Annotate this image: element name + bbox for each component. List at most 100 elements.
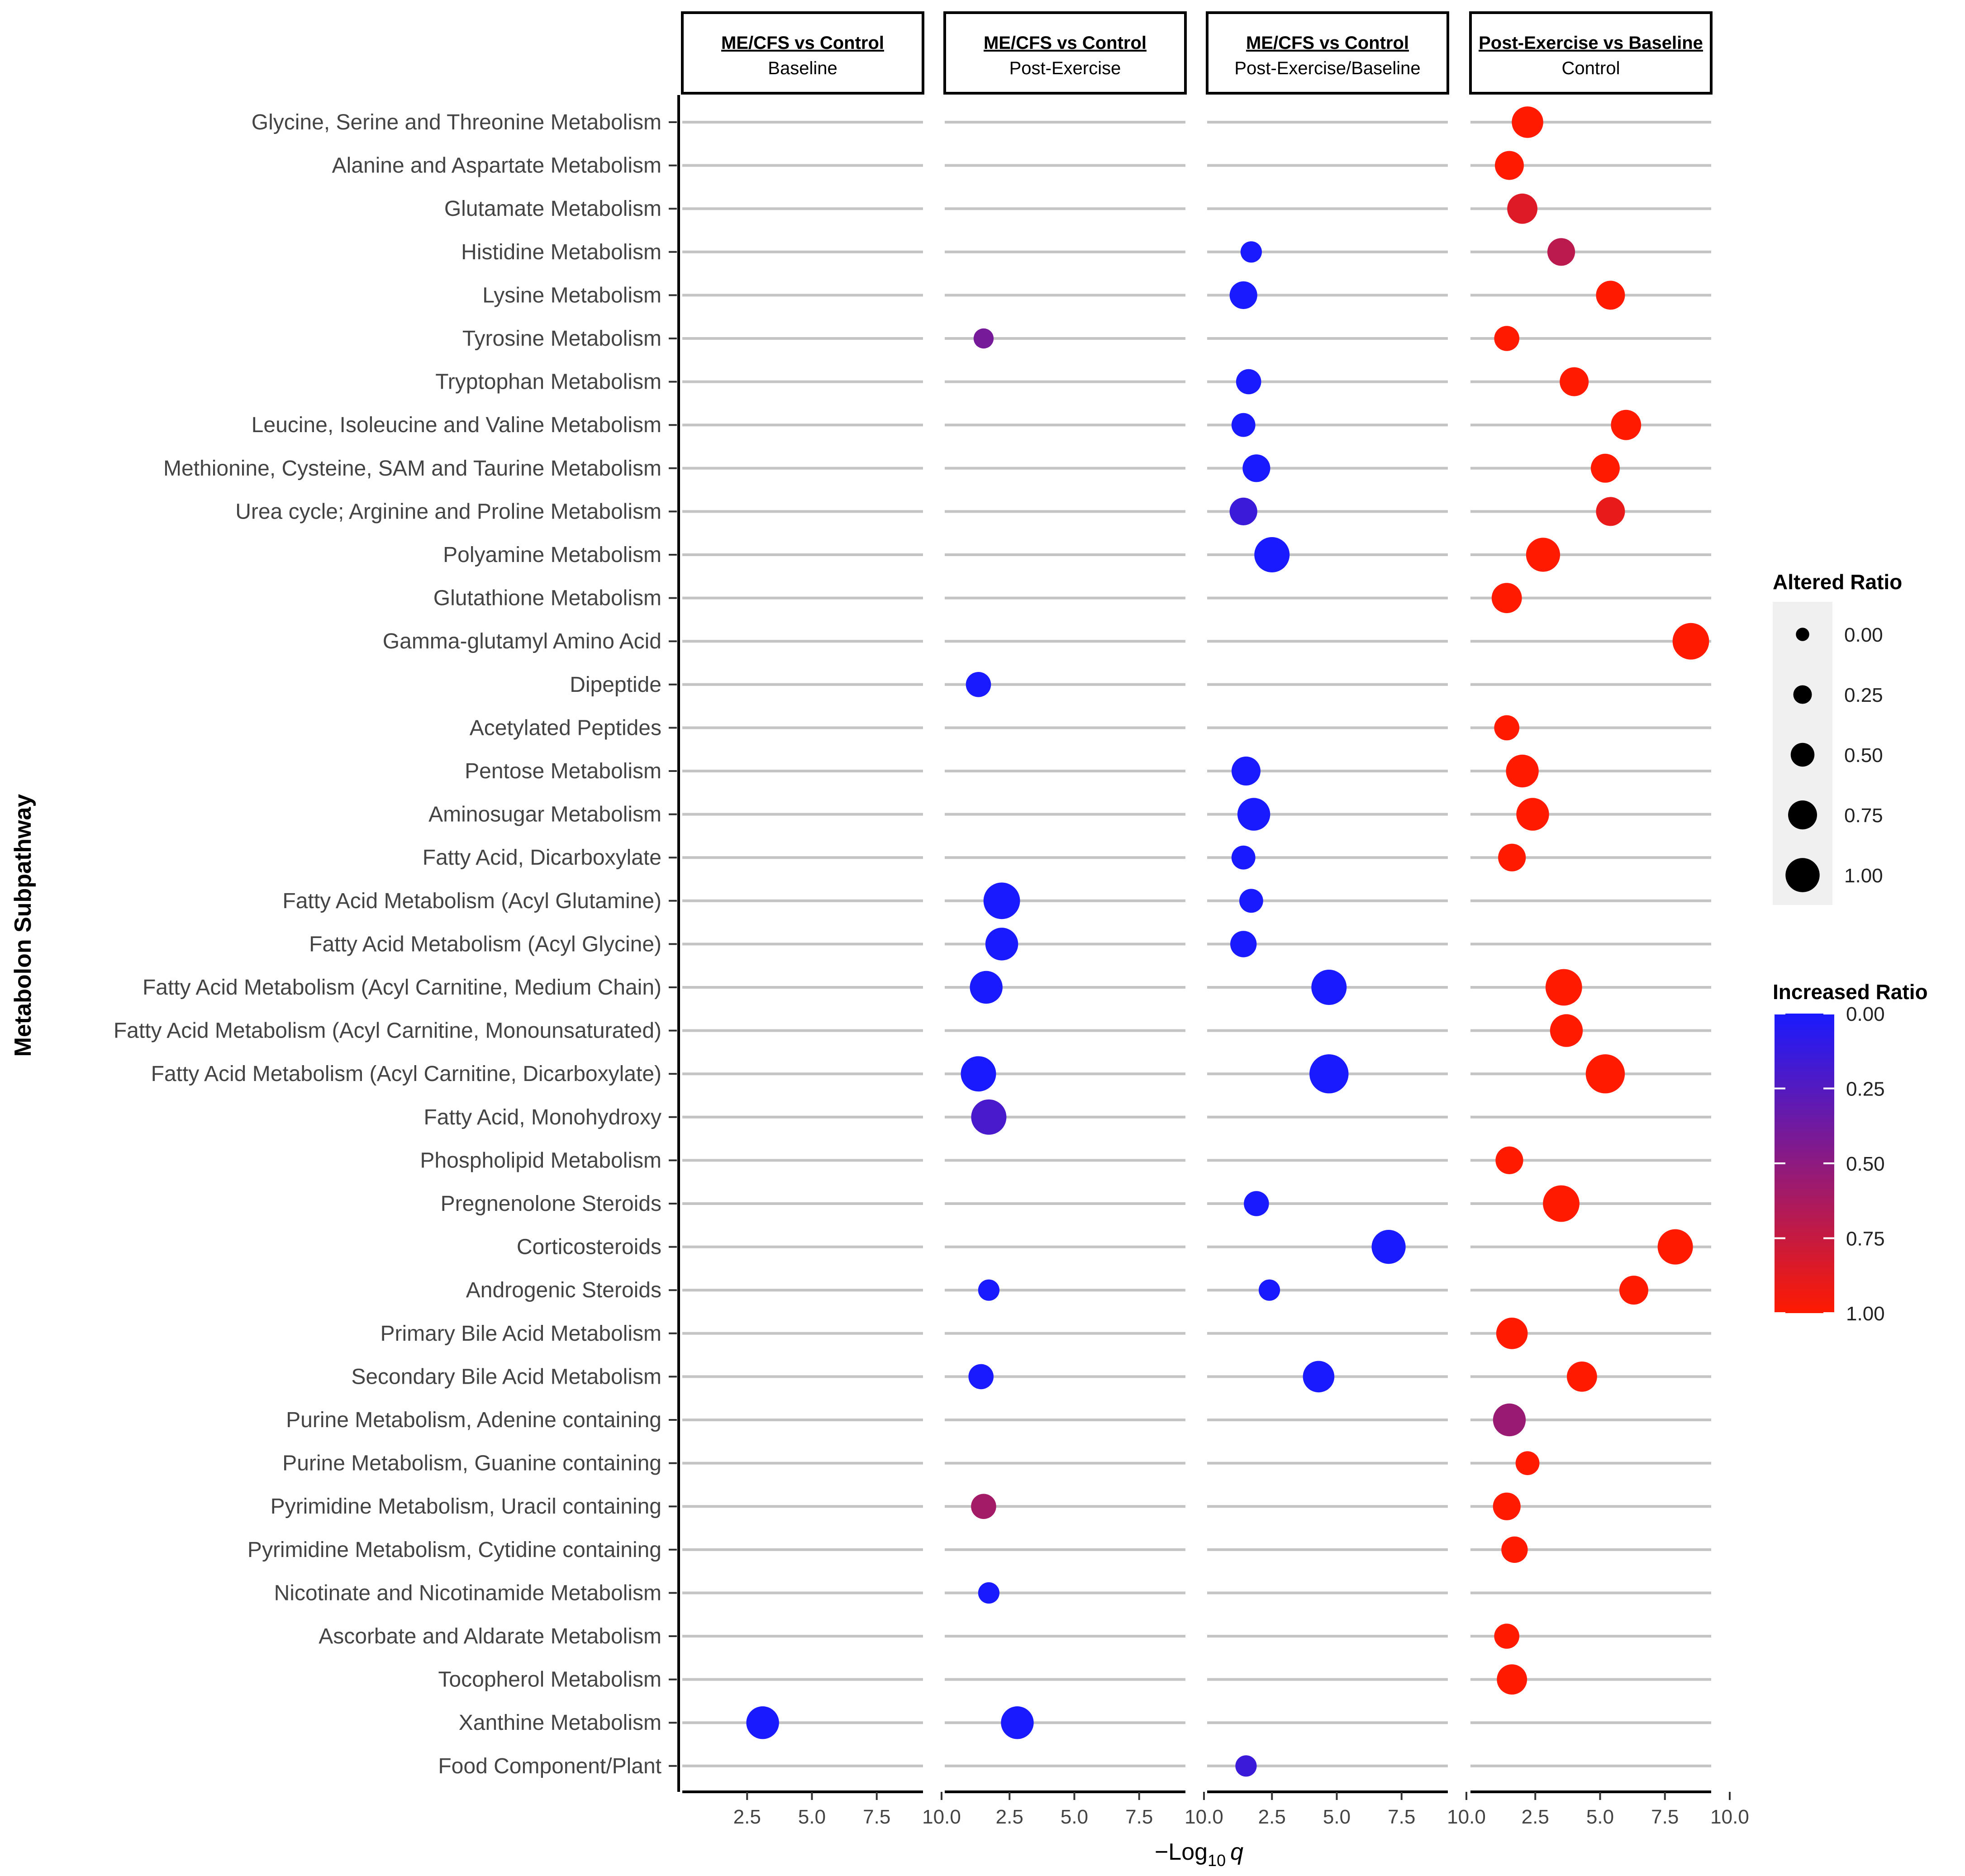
data-point [1545,969,1582,1006]
data-point [746,1706,779,1739]
legend-color-label: 0.75 [1846,1228,1885,1250]
legend-altered-ratio: Altered Ratio 0.00 0.25 0.50 0.75 1.00 [1773,570,1902,905]
y-tick-label: Pregnenolone Steroids [441,1192,661,1216]
data-point [1236,369,1261,395]
y-tick-label: Dipeptide [570,673,661,697]
legend-color-label: 0.00 [1846,1003,1885,1025]
data-point [1497,1664,1527,1695]
data-point [971,1099,1007,1135]
y-tick-label: Purine Metabolism, Adenine containing [286,1408,661,1432]
data-point [1494,715,1520,741]
x-tick-label: 2.5 [733,1806,761,1828]
y-tick-label: Nicotinate and Nicotinamide Metabolism [274,1581,661,1605]
facet-strip-subtitle: Post-Exercise/Baseline [1234,58,1420,78]
data-point [1547,238,1575,266]
data-point [1229,497,1257,525]
data-point [1311,970,1347,1005]
data-point [1230,931,1257,957]
data-point [1585,1054,1625,1094]
y-tick-label: Fatty Acid Metabolism (Acyl Carnitine, M… [114,1019,661,1043]
data-point [985,928,1018,961]
y-tick-label: Urea cycle; Arginine and Proline Metabol… [235,500,661,524]
facet-strips: ME/CFS vs Control Baseline ME/CFS vs Contr… [681,11,1713,95]
data-point [1506,754,1539,788]
data-point [1596,281,1625,310]
data-point [1239,889,1263,913]
facet-strip-subtitle: Control [1562,58,1620,78]
legend-size-label: 0.00 [1844,624,1883,646]
data-point [1244,1191,1269,1216]
data-point [1231,845,1256,870]
y-tick-label: Glutathione Metabolism [433,586,661,610]
facet-axes: 2.5 5.0 7.5 10.0 2.5 5.0 7.5 10.0 2.5 5.0 7.5 10.0 2… [677,95,1749,1828]
data-point [1371,1230,1406,1264]
y-tick-label: Fatty Acid, Monohydroxy [423,1105,661,1129]
y-tick-label: Pyrimidine Metabolism, Cytidine containi… [247,1538,661,1562]
data-point [978,1582,1000,1604]
x-axis-title: −Log10 q [1155,1839,1243,1870]
data-point [1229,281,1257,309]
legend-color-label: 1.00 [1846,1303,1885,1325]
data-point [961,1056,996,1092]
data-point [1231,757,1261,786]
y-tick-label: Aminosugar Metabolism [428,803,661,827]
y-tick-label: Tyrosine Metabolism [462,327,661,351]
x-axis-title-variable: q [1230,1839,1243,1865]
data-point [1611,409,1641,440]
data-point [1240,241,1262,263]
x-axis-title-subscript: 10 [1208,1851,1226,1870]
data-point [1507,193,1538,224]
data-point [1493,1403,1526,1437]
x-tick-label: 5.0 [1323,1806,1351,1828]
data-point [978,1279,1000,1301]
y-tick-label: Primary Bile Acid Metabolism [380,1322,661,1346]
data-points [746,106,1709,1777]
data-point [971,1494,996,1519]
data-point [968,1364,994,1390]
data-point [1560,367,1589,396]
legend-size-label: 0.50 [1844,744,1883,767]
legend-size-swatch [1790,743,1815,767]
data-point [1258,1279,1280,1301]
y-tick-label: Secondary Bile Acid Metabolism [351,1365,661,1389]
data-point [1231,413,1256,437]
y-tick-label: Purine Metabolism, Guanine containing [282,1452,661,1476]
data-point [1657,1229,1693,1265]
y-tick-label: Fatty Acid Metabolism (Acyl Glycine) [309,932,661,956]
y-tick-label: Glycine, Serine and Threonine Metabolism [252,110,661,134]
x-tick-label: 7.5 [1125,1806,1153,1828]
legend-size-label: 0.25 [1844,684,1883,706]
x-tick-label: 5.0 [798,1806,826,1828]
legend-size-swatch [1788,800,1817,829]
x-tick-label: 5.0 [1586,1806,1614,1828]
y-tick-label: Corticosteroids [517,1235,661,1259]
y-tick-label: Fatty Acid Metabolism (Acyl Glutamine) [282,889,661,913]
data-point [1672,623,1709,660]
facet-strip-title: ME/CFS vs Control [721,33,884,53]
data-point [1494,1624,1520,1649]
y-tick-label: Histidine Metabolism [461,240,661,264]
legend-color-label: 0.50 [1846,1153,1885,1175]
legend-size-swatch [1785,858,1820,892]
facet-strip-box [1206,11,1449,95]
facet-strip-title: Post-Exercise vs Baseline [1479,33,1703,53]
y-tick-label: Lysine Metabolism [482,283,661,307]
data-point [1516,798,1549,831]
y-tick-label: Alanine and Aspartate Metabolism [332,154,661,178]
data-point [1494,326,1520,351]
data-point [1501,1536,1528,1563]
x-axis-title-prefix: −Log [1155,1839,1208,1865]
x-tick-label: 10.0 [1710,1806,1749,1828]
y-axis-title: Metabolon Subpathway [10,794,36,1057]
data-point [1526,538,1561,572]
facet-strip-subtitle: Post-Exercise [1009,58,1121,78]
data-point [1303,1361,1335,1393]
y-tick-label: Fatty Acid Metabolism (Acyl Carnitine, D… [151,1062,661,1086]
facet-strip-box [943,11,1187,95]
data-point [1566,1362,1597,1392]
y-tick-label: Phospholipid Metabolism [420,1148,661,1172]
y-tick-label: Fatty Acid, Dicarboxylate [423,846,661,870]
legend-size-title: Altered Ratio [1773,570,1902,594]
